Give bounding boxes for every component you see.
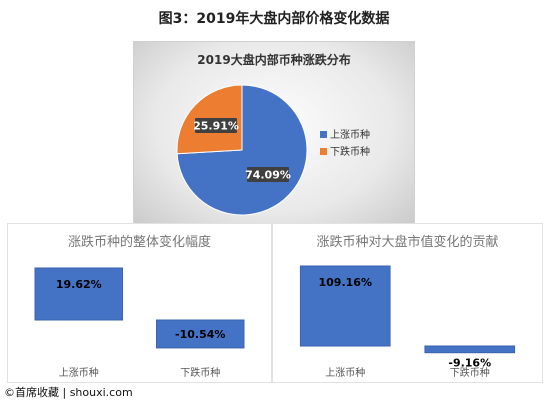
pie-label-box (195, 117, 238, 133)
bar (299, 265, 391, 347)
bar (34, 267, 123, 321)
legend-label: 上涨币种 (330, 128, 370, 141)
bar-data-label: -9.16% (448, 357, 491, 370)
legend-swatch (320, 148, 327, 155)
bar (156, 319, 245, 349)
bar (424, 345, 516, 354)
bar-data-label: -10.54% (175, 328, 225, 341)
pie-chart-panel: 2019大盘内部币种涨跌分布 74.09% 25.91% 上涨币种下跌币种 (133, 41, 415, 229)
bar-chart-contribution-panel: 涨跌币种对大盘市值变化的贡献 109.16% 上涨币种 -9.16% 下跌币种 (272, 223, 543, 383)
category-label: 下跌币种 (450, 366, 490, 379)
bar-chart-contribution: 涨跌币种对大盘市值变化的贡献 109.16% 上涨币种 -9.16%下跌币种 (299, 234, 516, 379)
bar-data-label: 109.16% (319, 276, 372, 289)
bar-chart-title: 涨跌币种对大盘市值变化的贡献 (316, 234, 498, 250)
legend-label: 下跌币种 (330, 145, 370, 158)
watermark-text: ©首席收藏 | shouxi.com (4, 386, 133, 399)
bar-chart-title: 涨跌币种的整体变化幅度 (68, 234, 211, 250)
bar-chart-change-panel: 涨跌币种的整体变化幅度 19.62% 上涨币种 -10.54% 下跌币种 (7, 223, 272, 383)
category-label: 上涨币种 (59, 366, 99, 379)
pie-label-box (246, 167, 289, 183)
category-label: 上涨币种 (325, 366, 365, 379)
figure-title: 图3：2019年大盘内部价格变化数据 (158, 11, 390, 27)
bar-data-label: 19.62% (56, 278, 102, 291)
pie-data-label: 25.91% (193, 119, 239, 132)
category-label: 下跌币种 (180, 366, 220, 379)
bar-chart-change: 涨跌币种的整体变化幅度 19.62% 上涨币种 -10.54% 下跌币种 (34, 234, 245, 379)
pie-data-label: 74.09% (245, 169, 291, 182)
legend-swatch (320, 131, 327, 138)
pie-title: 2019大盘内部币种涨跌分布 (197, 52, 350, 67)
